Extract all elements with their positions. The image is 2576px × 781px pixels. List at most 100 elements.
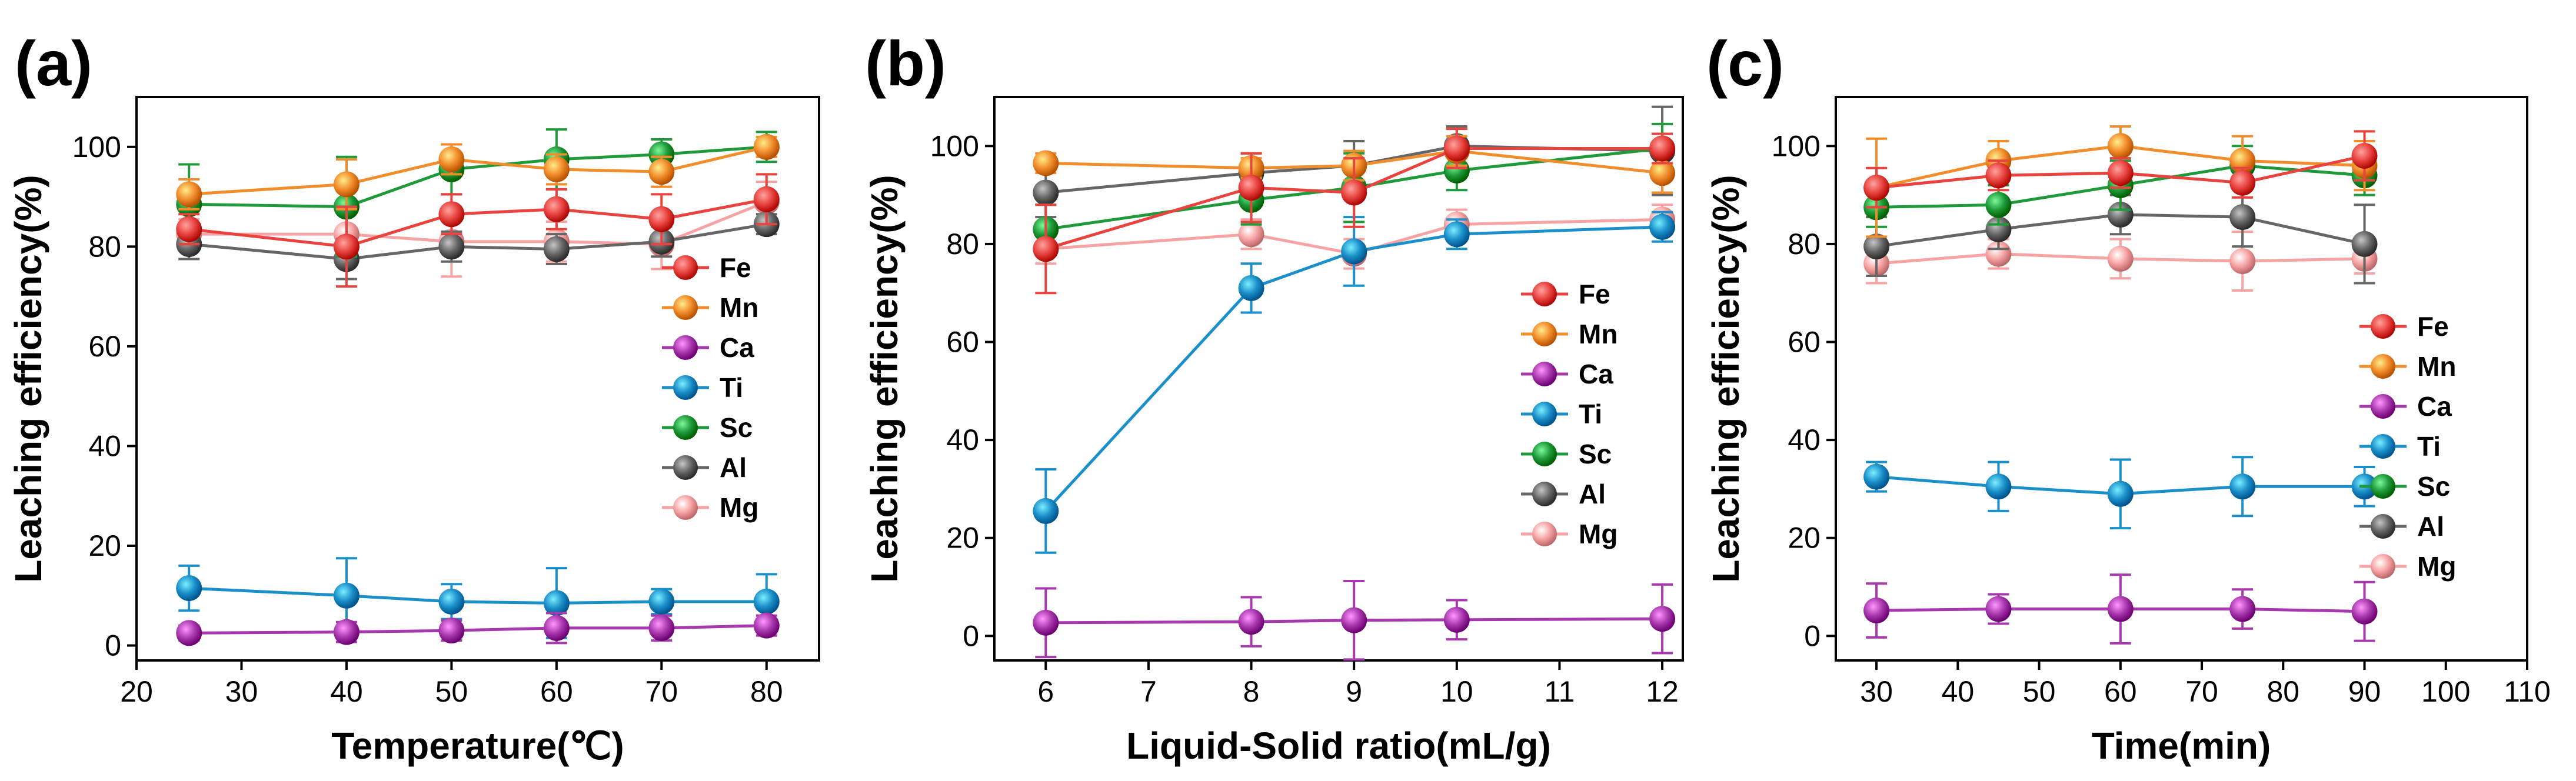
panel-a-point-mn <box>333 171 360 198</box>
panel-a-point-ca <box>176 620 202 646</box>
legend-marker <box>1532 402 1557 426</box>
panel-a-line-ca <box>189 624 767 635</box>
panel-b-point-ca <box>1341 607 1367 633</box>
panel-a-point-ti <box>543 590 570 616</box>
panel-b-x-tick-label: 9 <box>1346 675 1362 708</box>
panel-b-legend-item-ti: Ti <box>1521 399 1602 429</box>
panel-c-y-axis-title: Leaching efficiency(%) <box>1705 175 1747 583</box>
panel-a-point-fe <box>753 186 780 212</box>
panel-c-y-tick-label: 40 <box>1788 423 1820 456</box>
panel-a-point-fe <box>648 206 675 232</box>
panel-c-x-tick-label: 100 <box>2421 675 2470 708</box>
panel-b-y-axis: 0 20 40 60 80 100 <box>930 129 994 652</box>
panel-c-point-fe <box>2229 169 2256 196</box>
panel-a-series-layer <box>176 128 780 646</box>
panel-b-series-ti <box>1033 211 1676 554</box>
panel-c-x-tick-label: 70 <box>2185 675 2218 708</box>
panel-b-legend-item-al: Al <box>1521 479 1606 509</box>
panel-c-point-al <box>2351 231 2378 257</box>
panel-c-label: (c) <box>1706 28 1784 99</box>
panel-a-series-mn <box>176 133 780 211</box>
legend-label: Mg <box>2417 551 2456 582</box>
panel-b-point-ti <box>1341 238 1367 265</box>
panel-c-point-ti <box>1985 473 2012 500</box>
panel-b-point-ca <box>1443 606 1470 633</box>
panel-b-y-axis-title: Leaching efficiency(%) <box>863 175 906 583</box>
panel-a-y-tick-label: 0 <box>105 629 121 662</box>
panel-c-point-fe <box>2107 160 2134 186</box>
panel-c-x-axis: 30 40 50 60 70 80 90 100 110 <box>1860 660 2551 708</box>
panel-c-plot-frame <box>1835 96 2528 662</box>
legend-marker <box>2371 354 2395 379</box>
panel-b-series-layer <box>1033 105 1676 661</box>
legend-marker <box>673 375 698 400</box>
panel-b-legend-item-mg: Mg <box>1521 519 1618 549</box>
panel-b-point-ti <box>1238 275 1264 301</box>
panel-c-x-tick-label: 80 <box>2267 675 2299 708</box>
panel-a-y-tick-label: 20 <box>88 529 121 562</box>
panel-c-point-sc <box>1985 192 2012 218</box>
panel-c-x-axis-title: Time(min) <box>2092 725 2271 767</box>
panel-c-x-tick-label: 40 <box>1942 675 1975 708</box>
panel-b-point-ti <box>1443 221 1470 248</box>
panel-a-y-tick-label: 80 <box>88 230 121 263</box>
panel-b-x-tick-label: 7 <box>1140 675 1157 708</box>
panel-b-point-fe <box>1443 135 1470 162</box>
panel-a-point-ti <box>753 588 780 615</box>
legend-marker <box>2371 474 2395 499</box>
panel-c-point-mg <box>2229 248 2256 275</box>
panel-b-series-fe <box>1033 128 1676 295</box>
panel-a-x-tick-label: 20 <box>120 675 153 708</box>
panel-a-point-ti <box>438 588 465 615</box>
panel-b-point-fe <box>1033 236 1059 262</box>
panel-c-y-tick-label: 60 <box>1788 326 1820 359</box>
panel-b-point-ti <box>1649 213 1676 240</box>
panel-a-point-ca <box>333 619 360 645</box>
legend-label: Al <box>720 452 747 483</box>
panel-c-legend-item-ti: Ti <box>2359 431 2441 462</box>
panel-a-series-fe <box>176 173 780 288</box>
panel-c-series-ti <box>1863 456 2378 530</box>
panel-a-x-tick-label: 40 <box>330 675 363 708</box>
panel-c-point-ca <box>2351 598 2378 625</box>
legend-label: Sc <box>720 412 753 443</box>
panel-c-legend: Fe Mn Ca Ti Sc Al Mg <box>2359 311 2456 582</box>
panel-c-x-tick-label: 30 <box>1860 675 1893 708</box>
panel-b-point-fe <box>1238 175 1264 201</box>
panel-c-legend-item-ca: Ca <box>2359 391 2452 422</box>
panel-a-legend-item-mg: Mg <box>662 492 758 523</box>
legend-marker <box>2371 434 2395 459</box>
panel-c-point-ca <box>1985 596 2012 622</box>
panel-c-point-mg <box>2107 245 2134 272</box>
panel-a-plot-frame <box>135 96 820 662</box>
panel-a-y-tick-label: 60 <box>88 330 121 363</box>
panel-a-point-fe <box>176 216 202 242</box>
panel-c-y-tick-label: 20 <box>1788 522 1820 555</box>
panel-a-point-fe <box>333 233 360 260</box>
legend-marker <box>673 415 698 440</box>
legend-label: Mn <box>1579 319 1618 349</box>
legend-marker <box>673 495 698 520</box>
panel-a-x-tick-label: 50 <box>435 675 468 708</box>
legend-marker <box>673 455 698 480</box>
panel-c-point-fe <box>1985 162 2012 189</box>
panel-c-y-axis: 0 20 40 60 80 100 <box>1772 129 1836 652</box>
panel-b-point-mn <box>1033 150 1059 176</box>
legend-label: Ti <box>2417 431 2441 462</box>
panel-a-y-tick-label: 100 <box>72 131 121 163</box>
panel-b-legend-item-mn: Mn <box>1521 319 1618 349</box>
panel-b-point-ca <box>1238 609 1264 635</box>
panel-a-point-mn <box>753 133 780 160</box>
panel-c-x-tick-label: 110 <box>2504 675 2551 708</box>
panel-a-legend: Fe Mn Ca Ti Sc Al Mg <box>662 252 758 523</box>
panel-c-y-tick-label: 0 <box>1804 619 1820 652</box>
legend-marker <box>1532 282 1557 306</box>
legend-marker <box>1532 322 1557 346</box>
panel-c-x-tick-label: 60 <box>2104 675 2137 708</box>
legend-label: Fe <box>2417 311 2449 342</box>
panel-b-point-al <box>1033 179 1059 206</box>
panel-b-point-fe <box>1649 135 1676 162</box>
panel-b-x-axis: 6 7 8 9 10 11 12 <box>1037 660 1679 708</box>
panel-a-point-fe <box>438 201 465 228</box>
